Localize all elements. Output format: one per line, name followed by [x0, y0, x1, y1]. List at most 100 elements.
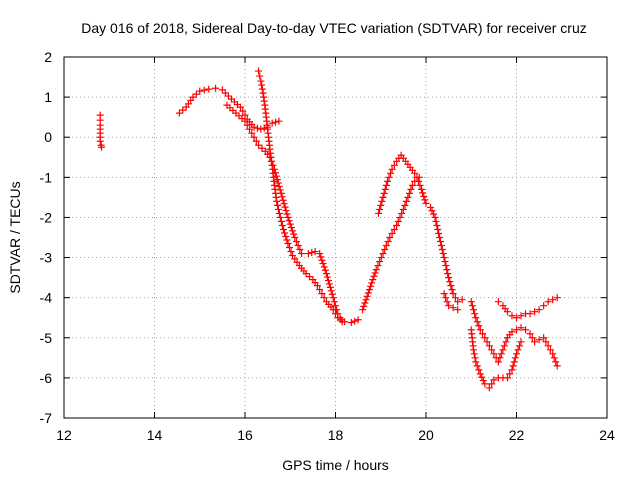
data-point: [440, 290, 448, 298]
series-A: [96, 111, 106, 151]
data-point: [442, 262, 450, 270]
data-point: [398, 209, 406, 217]
data-point: [260, 124, 268, 132]
data-point: [471, 310, 479, 318]
data-point: [332, 302, 339, 310]
data-point: [269, 161, 277, 169]
data-point: [250, 133, 258, 141]
data-point: [256, 72, 264, 80]
data-point: [317, 253, 325, 261]
data-point: [421, 196, 429, 204]
data-point: [278, 221, 286, 229]
data-point: [470, 346, 478, 354]
data-point: [283, 236, 291, 244]
data-point: [328, 290, 336, 298]
data-point: [510, 358, 518, 366]
data-point: [506, 370, 514, 378]
data-point: [320, 263, 328, 271]
data-point: [479, 330, 487, 338]
data-point: [296, 246, 304, 254]
data-point: [280, 200, 288, 208]
data-point: [277, 189, 285, 197]
data-point: [485, 342, 493, 350]
data-point: [471, 354, 479, 362]
data-point: [483, 338, 491, 346]
data-point: [241, 111, 249, 119]
data-point: [255, 141, 263, 149]
data-point: [320, 294, 328, 302]
data-point: [274, 179, 282, 187]
data-point: [196, 87, 204, 95]
data-point: [405, 189, 413, 197]
data-point: [497, 350, 505, 358]
data-point: [417, 185, 425, 193]
data-point: [175, 109, 183, 117]
grid: [64, 57, 607, 418]
data-point: [370, 272, 378, 280]
data-point: [298, 250, 306, 258]
data-point: [272, 172, 280, 180]
data-point: [275, 183, 283, 191]
data-point: [475, 366, 483, 374]
series-G: [440, 290, 462, 314]
y-axis-label: SDTVAR / TECUs: [7, 181, 23, 293]
data-point: [253, 124, 261, 132]
series-D: [223, 101, 346, 326]
data-point: [369, 276, 377, 284]
data-point: [189, 93, 197, 101]
data-point: [322, 270, 330, 278]
data-point: [470, 306, 478, 314]
data-point: [323, 273, 331, 281]
data-point: [407, 185, 415, 193]
data-points: [96, 67, 561, 392]
data-point: [449, 290, 457, 298]
data-point: [552, 358, 560, 366]
data-point: [381, 185, 389, 193]
data-point: [354, 316, 362, 324]
data-point: [224, 92, 232, 100]
data-point: [318, 290, 326, 298]
series-I: [467, 326, 525, 392]
data-point: [408, 181, 416, 189]
data-point: [535, 306, 543, 314]
data-point: [544, 298, 552, 306]
x-axis-label: GPS time / hours: [282, 457, 389, 473]
data-point: [252, 137, 260, 145]
y-tick-label: -3: [40, 250, 53, 266]
data-point: [302, 270, 310, 278]
data-point: [359, 306, 367, 314]
data-point: [347, 319, 355, 327]
data-point: [522, 326, 530, 334]
data-point: [361, 299, 369, 307]
data-point: [313, 282, 321, 290]
data-point: [436, 234, 444, 241]
data-point: [338, 318, 346, 326]
data-point: [377, 254, 385, 262]
data-point: [258, 81, 266, 89]
data-point: [284, 213, 292, 221]
data-point: [368, 279, 376, 287]
data-point: [248, 129, 256, 137]
data-point: [330, 298, 338, 306]
data-point: [479, 377, 487, 385]
data-point: [378, 197, 386, 205]
data-point: [336, 314, 344, 322]
data-point: [308, 249, 316, 257]
data-point: [292, 238, 300, 246]
series-H: [467, 298, 561, 370]
data-point: [422, 199, 430, 207]
data-point: [278, 193, 286, 201]
data-point: [384, 238, 392, 246]
data-point: [258, 85, 266, 93]
data-point: [540, 334, 548, 342]
data-point: [374, 209, 382, 217]
data-point: [279, 196, 287, 204]
data-point: [205, 85, 213, 93]
data-point: [386, 234, 394, 241]
data-point: [382, 181, 390, 189]
data-point: [433, 221, 441, 229]
data-point: [364, 289, 372, 297]
data-point: [494, 358, 502, 366]
data-point: [517, 338, 525, 346]
